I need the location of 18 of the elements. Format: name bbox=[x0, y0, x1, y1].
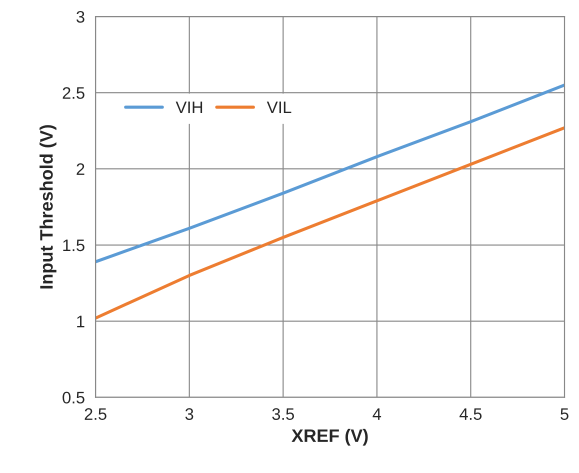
x-tick-label: 5 bbox=[560, 408, 568, 420]
x-tick-label: 4 bbox=[372, 408, 382, 420]
y-tick-label: 0.5 bbox=[62, 392, 84, 404]
y-tick-label: 2.5 bbox=[62, 87, 84, 99]
x-axis-title: XREF (V) bbox=[292, 428, 368, 446]
line-series bbox=[96, 126, 565, 320]
legend-label: VIH bbox=[176, 102, 202, 114]
y-tick-label: 3 bbox=[76, 10, 84, 23]
y-tick-label: 1.5 bbox=[63, 240, 84, 252]
x-tick-label: 3 bbox=[185, 408, 194, 420]
x-tick-label: 3.5 bbox=[272, 408, 294, 420]
line-series bbox=[96, 84, 565, 264]
legend-label: VIL bbox=[266, 102, 292, 114]
y-tick-label: 2 bbox=[76, 163, 84, 175]
x-tick-label: 2.5 bbox=[84, 408, 106, 420]
x-tick-label: 4.5 bbox=[460, 408, 482, 420]
y-tick-label: 1 bbox=[77, 316, 84, 328]
y-axis-title: Input Threshold (V) bbox=[40, 125, 56, 288]
